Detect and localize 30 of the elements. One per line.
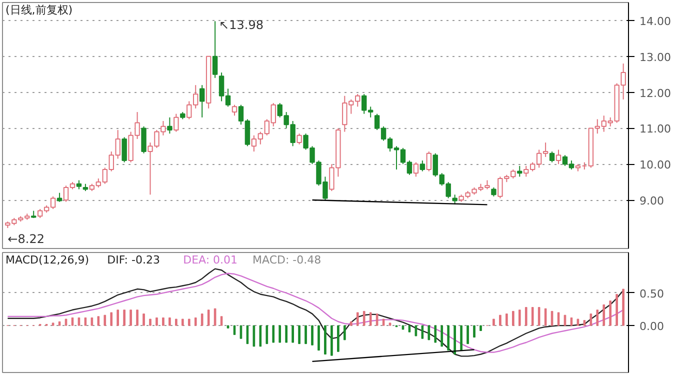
candlestick	[199, 84, 205, 118]
candlestick	[167, 116, 172, 134]
candlestick	[426, 151, 432, 172]
candlestick	[517, 165, 522, 178]
chart-title: MACD(12,26,9)	[6, 254, 90, 266]
candlestick	[232, 104, 238, 116]
annotation: ←8.22	[8, 232, 44, 246]
candlestick	[413, 162, 419, 178]
series-label: DEA: 0.01	[183, 254, 238, 266]
candlestick	[549, 151, 555, 163]
y-tick-label: 14.00	[640, 14, 671, 28]
y-tick-label: 0.50	[640, 287, 664, 300]
y-tick-label: 9.00	[640, 194, 664, 208]
candlestick	[296, 133, 302, 145]
candlestick	[141, 126, 146, 154]
candlestick	[452, 194, 458, 205]
annotation: MACD: -0.48	[252, 254, 322, 266]
y-tick-label: 12.00	[640, 86, 671, 100]
candlestick	[122, 136, 127, 163]
y-tick-label: 10.00	[640, 158, 671, 172]
candlestick	[212, 20, 218, 78]
y-tick-label: 0.00	[640, 320, 664, 334]
annotation: ↖13.98	[219, 18, 264, 32]
y-tick-label: 11.00	[640, 122, 671, 136]
candlestick	[420, 160, 426, 172]
chart-title: (日线,前复权)	[6, 4, 73, 16]
candlestick	[556, 149, 562, 165]
y-tick-label: 13.00	[640, 50, 671, 64]
candlestick	[174, 113, 179, 132]
text: DIF: -0.23	[107, 254, 160, 266]
